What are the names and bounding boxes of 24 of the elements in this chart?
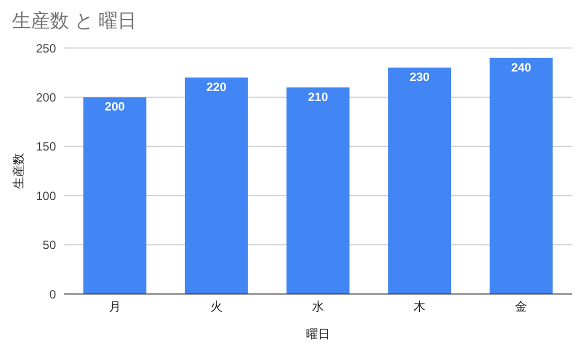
y-tick-label: 150 [36, 140, 56, 154]
data-label: 210 [308, 90, 328, 104]
data-label: 200 [104, 100, 126, 114]
x-axis-title: 曜日 [306, 327, 330, 341]
bar [286, 87, 350, 294]
x-tick-label: 火 [210, 300, 222, 314]
y-tick-label: 0 [49, 287, 56, 302]
y-tick-label: 250 [36, 41, 56, 56]
x-tick-label: 水 [312, 300, 324, 314]
chart-title: 生産数 と 曜日 [12, 10, 137, 34]
data-label: 230 [410, 70, 430, 84]
bar [184, 78, 248, 294]
x-tick-label: 金 [515, 300, 528, 314]
data-label: 220 [206, 80, 227, 94]
bar [83, 97, 146, 294]
x-tick-label: 月 [108, 300, 121, 314]
x-tick-label: 木 [414, 300, 426, 314]
bar [388, 68, 452, 294]
data-label: 240 [511, 60, 532, 74]
bar [490, 58, 553, 294]
y-tick-label: 100 [36, 188, 56, 203]
y-axis-title: 生産数 [11, 153, 26, 189]
y-tick-label: 50 [42, 238, 56, 252]
y-tick-label: 200 [36, 90, 56, 104]
